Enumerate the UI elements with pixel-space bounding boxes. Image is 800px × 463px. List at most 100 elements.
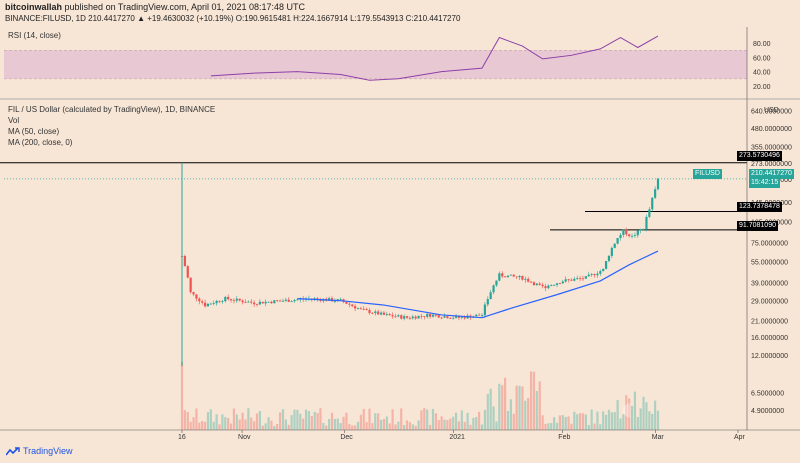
volume-bar bbox=[258, 411, 261, 430]
volume-bar bbox=[630, 405, 634, 430]
volume-bar bbox=[290, 415, 293, 430]
volume-bar bbox=[426, 409, 429, 430]
candle-body bbox=[648, 209, 651, 217]
candle-body bbox=[463, 316, 466, 319]
volume-bar bbox=[278, 412, 282, 430]
volume-bar bbox=[227, 418, 230, 430]
candle-body bbox=[253, 302, 256, 305]
volume-bar bbox=[480, 424, 484, 430]
candle-body bbox=[651, 197, 654, 210]
indicator-ma50[interactable]: MA (50, close) bbox=[8, 127, 60, 136]
candle-body bbox=[273, 300, 276, 304]
volume-bar bbox=[310, 416, 313, 430]
candle-body bbox=[189, 277, 192, 293]
volume-bar bbox=[443, 419, 446, 430]
candle-body bbox=[215, 300, 218, 304]
candle-body bbox=[290, 301, 293, 303]
candle-body bbox=[527, 278, 530, 282]
price-pane bbox=[0, 162, 747, 430]
price-tick-label: 355.0000000 bbox=[751, 145, 792, 152]
level-tag-2: 123.7378478 bbox=[737, 202, 782, 212]
time-tick-label: Mar bbox=[652, 434, 665, 441]
candle-body bbox=[449, 318, 452, 319]
currency-label: USD bbox=[764, 107, 779, 114]
candle-body bbox=[512, 274, 515, 277]
watermark: ◐ bbox=[620, 390, 641, 428]
volume-bar bbox=[189, 421, 192, 430]
candle-body bbox=[218, 300, 221, 302]
candle-body bbox=[492, 285, 495, 293]
candle-body bbox=[209, 303, 212, 305]
volume-bar bbox=[509, 399, 512, 430]
footer-brand[interactable]: TradingView bbox=[6, 446, 73, 456]
candle-body bbox=[515, 276, 518, 278]
price-tick-label: 273.0000000 bbox=[751, 161, 792, 168]
volume-bar bbox=[446, 420, 449, 430]
volume-bar bbox=[371, 423, 374, 430]
level-tag-3: 91.7081090 bbox=[737, 221, 778, 231]
candle-body bbox=[581, 278, 585, 280]
volume-bar bbox=[440, 416, 443, 430]
candle-body bbox=[241, 300, 244, 303]
candle-body bbox=[351, 304, 354, 307]
volume-bar bbox=[319, 408, 322, 430]
indicator-ma200[interactable]: MA (200, close, 0) bbox=[8, 138, 73, 147]
candle-body bbox=[602, 268, 605, 272]
candle-body bbox=[261, 301, 264, 304]
candle-body bbox=[452, 317, 455, 319]
volume-bar bbox=[328, 418, 331, 430]
candle-body bbox=[622, 229, 625, 235]
price-tick-label: 4.9000000 bbox=[751, 408, 784, 415]
candle-body bbox=[518, 275, 521, 278]
candle-body bbox=[247, 301, 250, 303]
volume-bar bbox=[408, 422, 412, 430]
candle-body bbox=[403, 316, 406, 319]
volume-bar bbox=[267, 417, 270, 430]
volume-bar bbox=[619, 418, 622, 430]
candle-body bbox=[475, 314, 478, 317]
volume-bar bbox=[506, 410, 510, 430]
candle-body bbox=[371, 313, 374, 314]
candle-body bbox=[483, 304, 487, 316]
volume-bar bbox=[607, 409, 611, 430]
indicator-vol[interactable]: Vol bbox=[8, 116, 20, 125]
volume-bar bbox=[489, 388, 492, 430]
candle-body bbox=[457, 315, 461, 318]
candle-body bbox=[555, 283, 559, 285]
candle-body bbox=[408, 317, 412, 319]
candle-body bbox=[362, 308, 365, 310]
volume-bar bbox=[244, 419, 247, 430]
candle-body bbox=[636, 230, 639, 236]
candle-body bbox=[446, 316, 449, 319]
candle-body bbox=[440, 317, 443, 319]
candle-body bbox=[264, 301, 267, 304]
candle-body bbox=[538, 283, 541, 285]
volume-bar bbox=[434, 413, 437, 430]
candle-body bbox=[377, 311, 380, 315]
candle-body bbox=[284, 299, 287, 301]
volume-bar bbox=[460, 410, 463, 430]
volume-bar bbox=[457, 421, 461, 430]
volume-bar bbox=[247, 408, 250, 430]
author-name[interactable]: bitcoinwallah bbox=[5, 2, 63, 12]
candle-body bbox=[567, 279, 570, 281]
volume-bar bbox=[423, 408, 426, 430]
candle-body bbox=[405, 316, 409, 318]
volume-bar bbox=[322, 422, 325, 430]
time-tick-label: Nov bbox=[238, 434, 251, 441]
candle-body bbox=[379, 312, 383, 315]
candle-body bbox=[276, 300, 279, 302]
volume-bar bbox=[253, 421, 256, 430]
rsi-tick-label: 60.00 bbox=[753, 55, 771, 62]
volume-bar bbox=[385, 416, 388, 430]
candle-body bbox=[625, 229, 628, 235]
candle-body bbox=[654, 189, 657, 198]
price-tick-label: 6.5000000 bbox=[751, 391, 784, 398]
volume-bar bbox=[478, 411, 481, 430]
volume-bar bbox=[521, 386, 524, 430]
footer-brand-label: TradingView bbox=[23, 446, 73, 456]
volume-bar bbox=[437, 420, 440, 430]
candle-body bbox=[391, 315, 394, 317]
volume-bar bbox=[518, 385, 521, 430]
